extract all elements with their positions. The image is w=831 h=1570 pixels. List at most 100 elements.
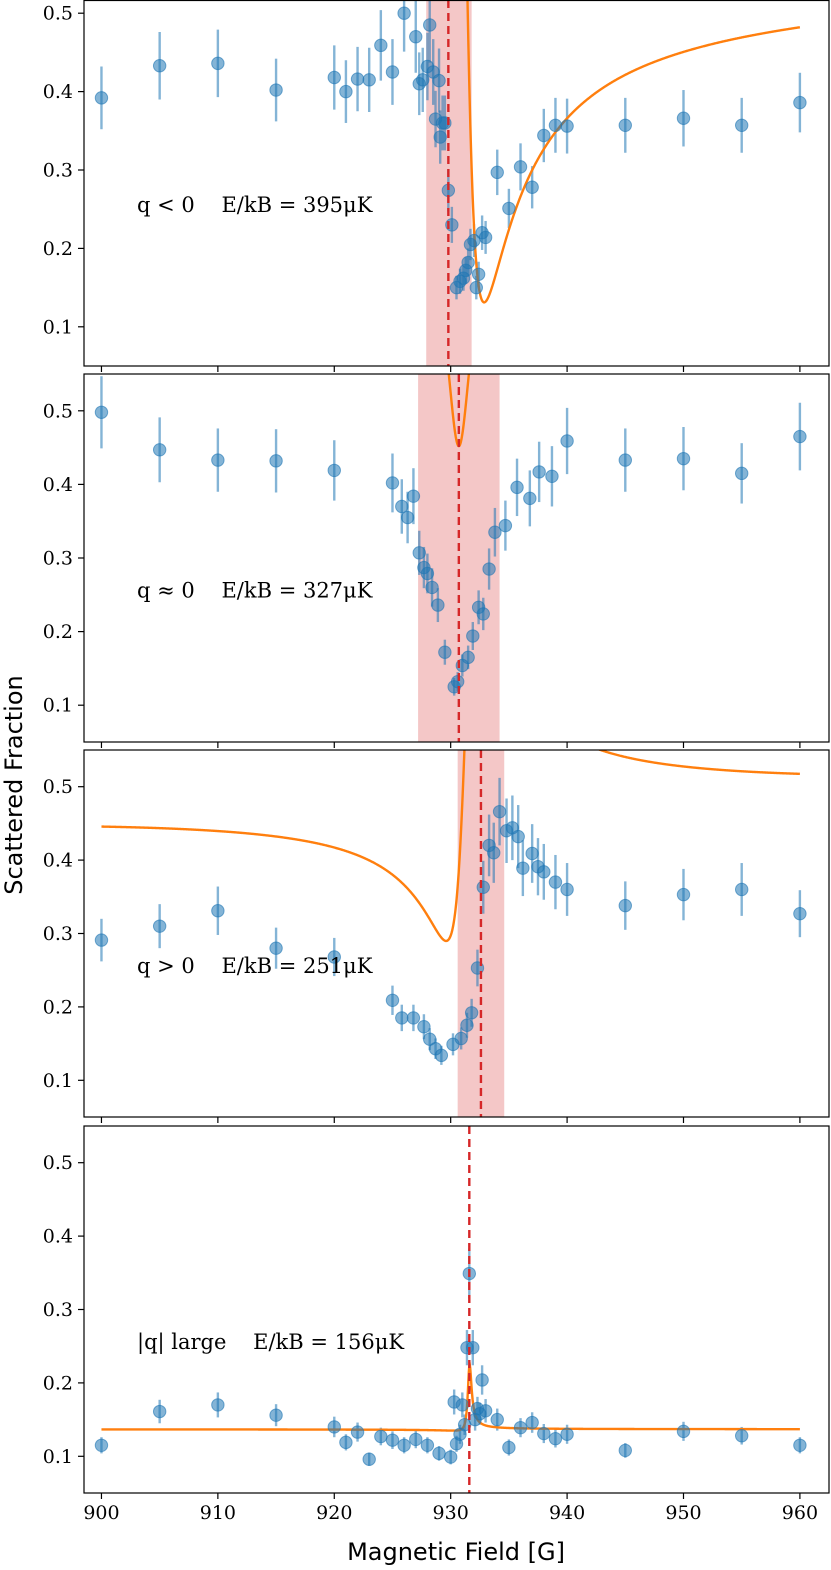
- data-point: [432, 1446, 446, 1461]
- data-point: [461, 255, 475, 270]
- data-point: [434, 1048, 449, 1063]
- data-point: [469, 280, 483, 295]
- data-point: [487, 846, 501, 860]
- data-point: [423, 1032, 437, 1046]
- panel-3: 0.1 0.2 0.3 0.4 0.5 q > 0 E/kB = 251μK: [43, 749, 830, 1123]
- panel-frame: [83, 0, 830, 367]
- y-tick-label: 0.3: [43, 548, 73, 570]
- data-point: [793, 906, 807, 921]
- data-point: [397, 1438, 411, 1452]
- data-point: [385, 65, 400, 79]
- data-point: [461, 650, 475, 665]
- data-point: [560, 434, 574, 448]
- x-tick-label: 960: [782, 1502, 818, 1524]
- panel-frame: [83, 749, 830, 1118]
- y-tick-label: 0.4: [43, 850, 73, 872]
- data-point: [548, 875, 563, 889]
- panel-plot-area: [94, 1126, 807, 1493]
- data-point: [350, 1425, 365, 1439]
- data-point: [443, 1450, 458, 1464]
- data-point: [433, 130, 447, 144]
- y-tick-label: 0.2: [43, 621, 73, 643]
- panel-2: 0.1 0.2 0.3 0.4 0.5 q ≈ 0 E/kB = 327μK: [43, 373, 830, 748]
- data-point: [152, 443, 167, 457]
- data-point: [476, 880, 490, 894]
- y-tick-label: 0.2: [43, 1372, 73, 1394]
- y-tick-label: 0.5: [43, 776, 73, 798]
- x-tick-label: 910: [200, 1502, 236, 1524]
- data-point: [455, 1398, 470, 1412]
- data-point: [385, 1433, 400, 1447]
- data-point: [510, 480, 524, 495]
- data-point: [537, 865, 551, 879]
- data-point: [490, 165, 504, 180]
- fit-curve: [447, 374, 471, 448]
- data-point: [406, 1011, 421, 1025]
- x-tick-label: 950: [665, 1502, 701, 1524]
- data-point: [513, 1420, 528, 1435]
- y-tick-label: 0.1: [43, 316, 73, 338]
- panel-annotation: |q| large E/kB = 156μK: [137, 1330, 404, 1355]
- y-tick-label: 0.5: [43, 3, 73, 25]
- data-point: [734, 882, 749, 897]
- x-tick-label: 900: [83, 1502, 119, 1524]
- data-point: [475, 1373, 489, 1387]
- data-point: [734, 466, 749, 481]
- data-point: [498, 518, 513, 533]
- data-point: [362, 73, 376, 87]
- fit-curve: [101, 750, 800, 943]
- data-point: [482, 562, 496, 576]
- data-point: [94, 1438, 109, 1452]
- data-point: [339, 1435, 353, 1450]
- data-point: [327, 950, 341, 964]
- y-tick-label: 0.1: [43, 695, 73, 717]
- data-point: [676, 111, 691, 125]
- data-point: [374, 1429, 388, 1444]
- y-tick-label: 0.4: [43, 81, 73, 103]
- data-point: [420, 1438, 435, 1452]
- data-point: [431, 598, 445, 612]
- data-point: [476, 607, 490, 621]
- data-point: [269, 941, 283, 955]
- fit-curve: [466, 0, 801, 304]
- data-point: [432, 73, 446, 88]
- panel-plot-area: [94, 0, 807, 366]
- y-axis-title: Scattered Fraction: [0, 675, 28, 895]
- data-point: [400, 510, 415, 525]
- data-point: [350, 72, 365, 86]
- x-tick-label: 940: [549, 1502, 585, 1524]
- panel-plot-area: [94, 750, 807, 1117]
- data-point: [425, 580, 439, 595]
- data-point: [152, 1404, 167, 1419]
- data-point: [511, 829, 525, 844]
- data-point: [734, 1429, 749, 1443]
- data-point: [492, 804, 507, 819]
- data-point: [454, 1031, 468, 1046]
- data-point: [516, 861, 530, 875]
- data-point: [423, 18, 437, 32]
- data-point: [94, 933, 109, 947]
- data-point: [409, 1432, 423, 1447]
- panel-plot-area: [94, 374, 807, 742]
- y-tick-label: 0.4: [43, 1226, 73, 1248]
- data-point: [412, 546, 426, 560]
- data-point: [327, 1420, 341, 1434]
- panel-annotation: q ≈ 0 E/kB = 327μK: [137, 579, 373, 603]
- y-tick-label: 0.2: [43, 238, 73, 260]
- data-point: [406, 489, 421, 503]
- data-point: [395, 1011, 409, 1025]
- data-point: [385, 476, 400, 490]
- data-point: [618, 453, 632, 467]
- data-point: [548, 118, 563, 133]
- data-point: [478, 1404, 493, 1418]
- y-tick-label: 0.2: [43, 996, 73, 1018]
- data-point: [211, 1398, 225, 1412]
- data-point: [385, 993, 400, 1007]
- data-point: [211, 453, 225, 467]
- data-point: [438, 645, 452, 659]
- data-point: [560, 882, 574, 897]
- data-point: [211, 56, 225, 71]
- data-point: [618, 1443, 632, 1458]
- data-point: [525, 1415, 539, 1430]
- data-point: [327, 463, 341, 478]
